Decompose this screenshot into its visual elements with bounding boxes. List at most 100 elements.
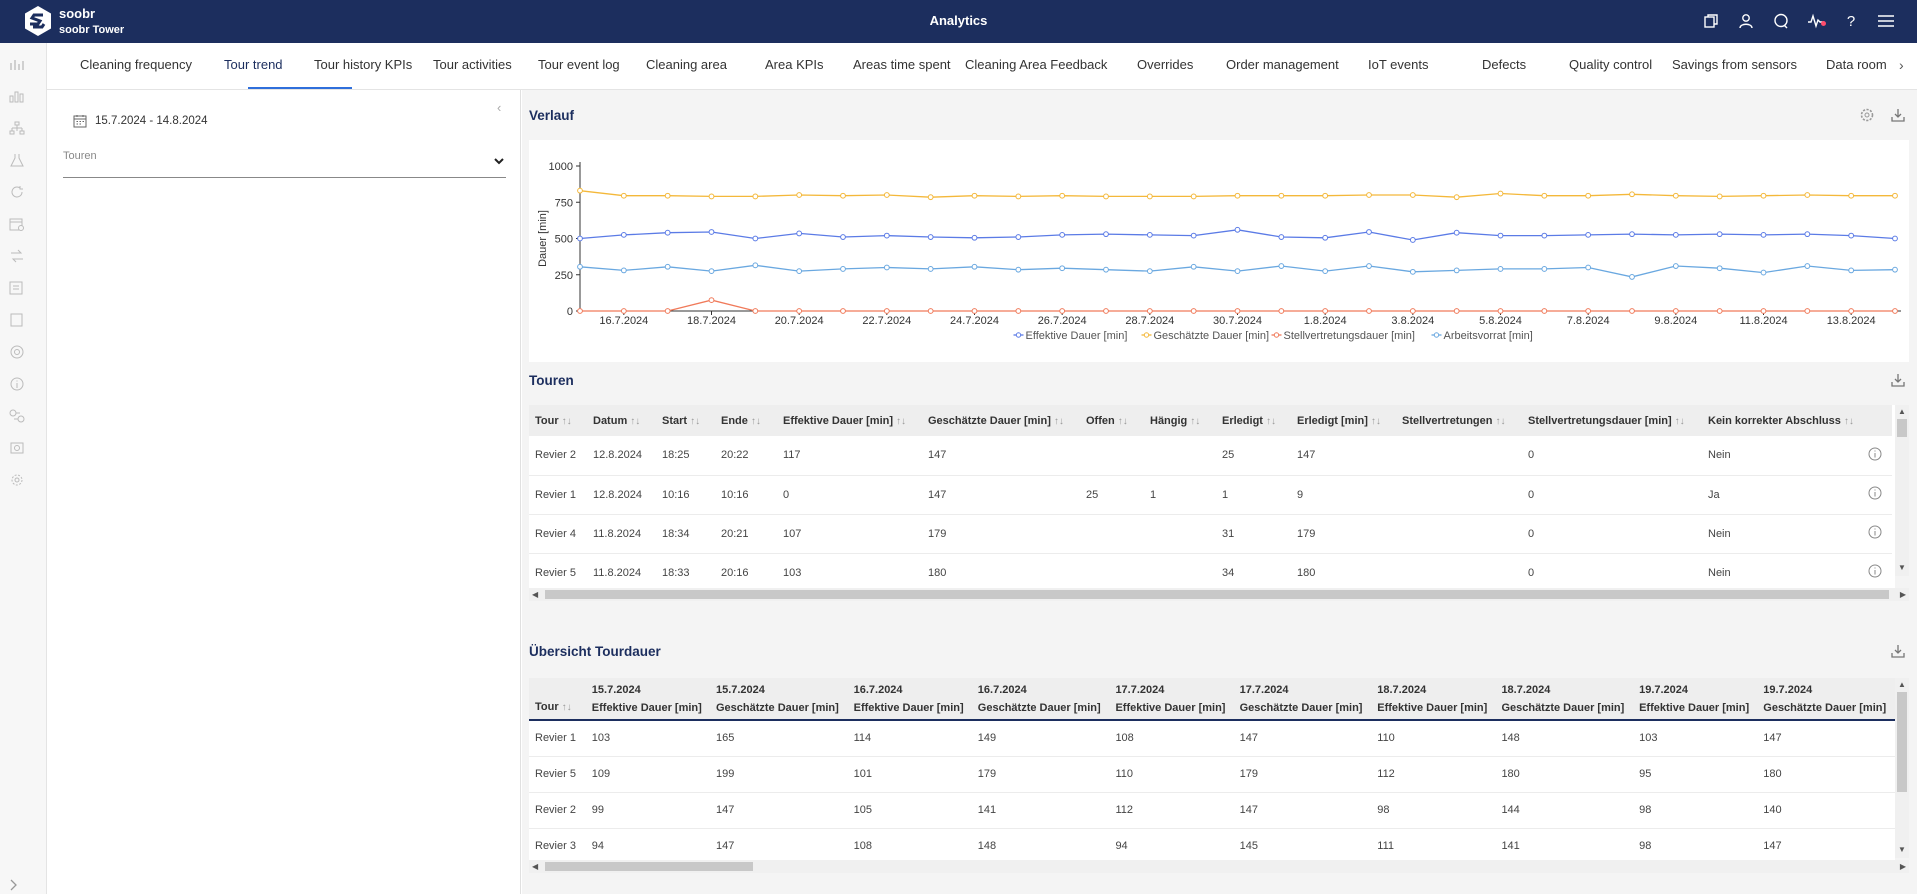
data-point[interactable] <box>1760 231 1767 238</box>
uebersicht-tour-header[interactable]: Tour ↑↓ <box>529 678 586 720</box>
data-point[interactable] <box>1453 194 1460 201</box>
data-point[interactable] <box>1541 308 1548 314</box>
touren-column-header[interactable]: Datum ↑↓ <box>587 405 656 436</box>
data-point[interactable] <box>1278 192 1285 199</box>
collapse-panel-icon[interactable]: ‹ <box>497 100 502 115</box>
data-point[interactable] <box>1409 237 1416 243</box>
data-point[interactable] <box>1716 308 1723 314</box>
settings-icon[interactable] <box>8 471 26 489</box>
tab-defects[interactable]: Defects <box>1482 57 1527 72</box>
data-point[interactable] <box>708 193 715 200</box>
data-point[interactable] <box>1672 263 1679 269</box>
tab-tour-trend[interactable]: Tour trend <box>224 57 283 72</box>
uebersicht-column-header[interactable]: 15.7.2024 Geschätzte Dauer [min] <box>709 678 848 720</box>
checklist-icon[interactable] <box>8 279 26 297</box>
data-point[interactable] <box>1804 263 1811 269</box>
touren-column-header[interactable]: Ende ↑↓ <box>715 405 777 436</box>
data-point[interactable] <box>620 267 627 274</box>
gear-icon[interactable] <box>1859 107 1875 123</box>
uebersicht-column-header[interactable]: 19.7.2024 Effektive Dauer [min] <box>1633 678 1758 720</box>
data-point[interactable] <box>1892 266 1898 273</box>
tab-tour-history-kpis[interactable]: Tour history KPIs <box>314 57 413 72</box>
data-point[interactable] <box>927 266 934 272</box>
uebersicht-column-header[interactable]: 17.7.2024 Effektive Dauer [min] <box>1109 678 1234 720</box>
data-point[interactable] <box>577 308 583 314</box>
data-point[interactable] <box>971 192 978 199</box>
data-point[interactable] <box>1848 232 1855 239</box>
data-point[interactable] <box>1541 232 1548 239</box>
info-icon[interactable] <box>1868 525 1882 539</box>
touren-download-icon[interactable] <box>1890 372 1906 388</box>
data-point[interactable] <box>1585 308 1592 314</box>
uebersicht-column-header[interactable]: 16.7.2024 Geschätzte Dauer [min] <box>971 678 1110 720</box>
data-point[interactable] <box>1409 192 1416 198</box>
help-icon[interactable]: ? <box>1846 12 1856 30</box>
touren-column-header[interactable]: Effektive Dauer [min] ↑↓ <box>777 405 922 436</box>
data-point[interactable] <box>1278 308 1285 314</box>
touren-select[interactable]: Touren <box>63 148 506 178</box>
data-point[interactable] <box>1146 268 1153 275</box>
column-chart-icon[interactable] <box>8 87 26 105</box>
data-point[interactable] <box>1015 193 1022 200</box>
copy-icon[interactable] <box>1700 10 1722 32</box>
tab-data-room[interactable]: Data room <box>1826 57 1887 72</box>
scroll-right-icon[interactable]: ▶ <box>1899 590 1906 599</box>
scroll-up-icon[interactable]: ▲ <box>1898 680 1906 689</box>
data-point[interactable] <box>620 192 627 199</box>
verlauf-download-icon[interactable] <box>1890 107 1906 123</box>
info-icon[interactable] <box>8 375 26 393</box>
touren-column-header[interactable]: Start ↑↓ <box>656 405 715 436</box>
data-point[interactable] <box>927 308 934 314</box>
data-point[interactable] <box>1453 308 1460 314</box>
data-point[interactable] <box>1848 192 1855 199</box>
data-point[interactable] <box>1629 274 1635 280</box>
uebersicht-hscroll-thumb[interactable] <box>545 862 753 871</box>
data-point[interactable] <box>1015 308 1022 314</box>
scroll-right-icon[interactable]: ▶ <box>1899 862 1906 871</box>
data-point[interactable] <box>1453 229 1460 236</box>
data-point[interactable] <box>796 308 803 314</box>
tab-area-kpis[interactable]: Area KPIs <box>765 57 824 72</box>
touren-column-header[interactable]: Hängig ↑↓ <box>1144 405 1216 436</box>
touren-vscroll-thumb[interactable] <box>1897 419 1907 437</box>
data-point[interactable] <box>1190 193 1197 200</box>
data-point[interactable] <box>577 263 583 270</box>
sort-icon[interactable]: ↑↓ <box>1370 415 1381 427</box>
data-point[interactable] <box>1190 263 1197 270</box>
data-point[interactable] <box>1804 231 1811 238</box>
data-point[interactable] <box>1146 231 1153 238</box>
touren-column-header[interactable]: Stellvertretungen ↑↓ <box>1396 405 1522 436</box>
data-point[interactable] <box>1760 269 1767 276</box>
data-point[interactable] <box>796 230 803 237</box>
data-point[interactable] <box>1541 192 1548 199</box>
data-point[interactable] <box>620 308 627 314</box>
sort-icon[interactable]: ↑↓ <box>750 415 761 427</box>
data-point[interactable] <box>1409 308 1416 314</box>
uebersicht-column-header[interactable]: 16.7.2024 Effektive Dauer [min] <box>847 678 972 720</box>
data-point[interactable] <box>1278 263 1285 269</box>
uebersicht-column-header[interactable]: 17.7.2024 Geschätzte Dauer [min] <box>1233 678 1372 720</box>
data-point[interactable] <box>1804 192 1811 198</box>
data-point[interactable] <box>1322 234 1329 241</box>
data-point[interactable] <box>1804 308 1811 314</box>
data-point[interactable] <box>1015 266 1022 273</box>
data-point[interactable] <box>1409 268 1416 275</box>
data-point[interactable] <box>1146 193 1153 200</box>
data-point[interactable] <box>1322 268 1329 275</box>
sort-icon[interactable]: ↑↓ <box>1674 415 1685 427</box>
data-point[interactable] <box>1760 192 1767 199</box>
data-point[interactable] <box>708 229 715 235</box>
data-point[interactable] <box>1672 192 1679 199</box>
data-point[interactable] <box>1322 192 1329 199</box>
touren-hscroll-thumb[interactable] <box>545 590 1889 599</box>
tab-cleaning-area[interactable]: Cleaning area <box>646 57 727 72</box>
info-icon[interactable] <box>1868 447 1882 461</box>
scroll-left-icon[interactable]: ◀ <box>532 590 539 599</box>
data-point[interactable] <box>971 234 978 241</box>
data-point[interactable] <box>1366 263 1372 269</box>
sort-icon[interactable]: ↑↓ <box>1117 415 1128 427</box>
sort-icon[interactable]: ↑↓ <box>561 415 572 427</box>
swap-icon[interactable] <box>8 247 26 265</box>
touren-column-header[interactable]: Tour ↑↓ <box>529 405 587 436</box>
data-point[interactable] <box>1629 308 1635 314</box>
